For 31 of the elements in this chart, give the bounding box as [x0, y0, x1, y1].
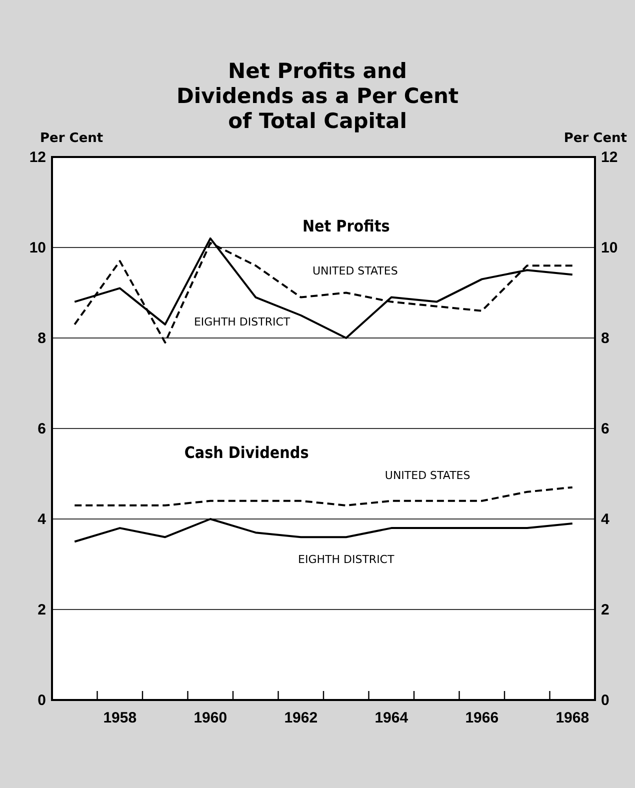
y2-tick-label: 4 [601, 510, 610, 528]
x-tick-label: 1962 [284, 710, 318, 727]
series-label: EIGHTH DISTRICT [298, 553, 394, 566]
y-axis-title: Per Cent [40, 131, 104, 146]
series-label: UNITED STATES [312, 264, 398, 278]
y2-tick-label: 6 [601, 420, 610, 438]
y2-tick-label: 12 [601, 148, 618, 166]
x-tick-label: 1968 [556, 710, 590, 727]
y-tick-label: 8 [38, 330, 46, 347]
series-label: EIGHTH DISTRICT [194, 316, 290, 329]
y-tick-label: 0 [38, 692, 46, 709]
line-series [74, 486, 574, 506]
annotation: Net Profits [302, 216, 390, 236]
x-tick-label: 1960 [194, 710, 228, 727]
y-tick-label: 4 [38, 510, 47, 528]
y-tick-label: 10 [29, 239, 46, 256]
series-label: UNITED STATES [384, 468, 470, 482]
annotation: Cash Dividends [184, 442, 309, 462]
x-tick-label: 1966 [465, 710, 499, 727]
y-tick-label: 2 [38, 601, 46, 618]
y-tick-label: 6 [38, 420, 46, 438]
y2-tick-label: 2 [601, 601, 610, 618]
y2-tick-label: 8 [601, 330, 610, 347]
y-tick-label: 12 [29, 148, 46, 166]
line-series [74, 518, 574, 543]
y2-tick-label: 0 [601, 692, 610, 709]
y2-axis-title: Per Cent [564, 131, 627, 146]
chart-title: Net Profits and Dividends as a Per Cent of Total Capital [176, 59, 458, 133]
x-tick-label: 1964 [374, 710, 409, 727]
y2-tick-label: 10 [601, 239, 618, 256]
x-tick-label: 1958 [103, 710, 137, 727]
